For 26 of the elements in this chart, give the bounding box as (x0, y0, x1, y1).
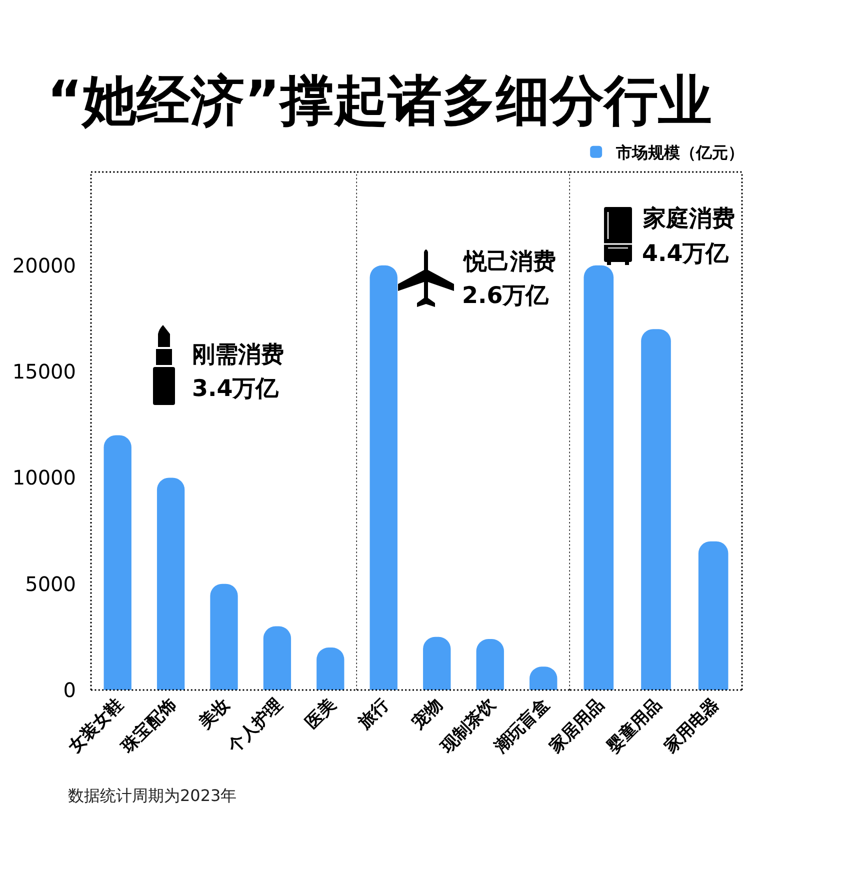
bar (370, 265, 398, 690)
bar (423, 636, 451, 690)
annotation: 4.4万亿 (642, 241, 730, 267)
bar (104, 435, 132, 690)
annotation: 家庭消费 (642, 205, 735, 232)
bar (316, 648, 344, 690)
annotation: 悦己消费 (462, 249, 556, 275)
text: 数据统计周期为2023年 (68, 786, 237, 805)
y-tick-label: 15000 (12, 360, 76, 384)
y-tick-label: 0 (63, 678, 76, 702)
y-tick-label: 5000 (25, 572, 76, 596)
x-tick-label: 宠物 (408, 694, 446, 734)
bar (263, 626, 292, 690)
y-tick-label: 20000 (12, 253, 76, 278)
y-tick-label: 10000 (12, 466, 76, 490)
chart-title: “她经济”撑起诸多细分行业 (47, 69, 712, 132)
bar (476, 639, 504, 690)
bar (210, 584, 238, 690)
x-tick-label: 医美 (302, 694, 340, 734)
legend-label: 市场规模（亿元） (615, 143, 744, 162)
annotation: 刚需消费 (192, 342, 284, 368)
annotation: 3.4万亿 (192, 376, 280, 402)
x-tick-label: 美妆 (194, 694, 234, 734)
bar (156, 478, 185, 690)
annotation: 2.6万亿 (462, 283, 550, 309)
x-tick-label: 旅行 (354, 694, 394, 734)
